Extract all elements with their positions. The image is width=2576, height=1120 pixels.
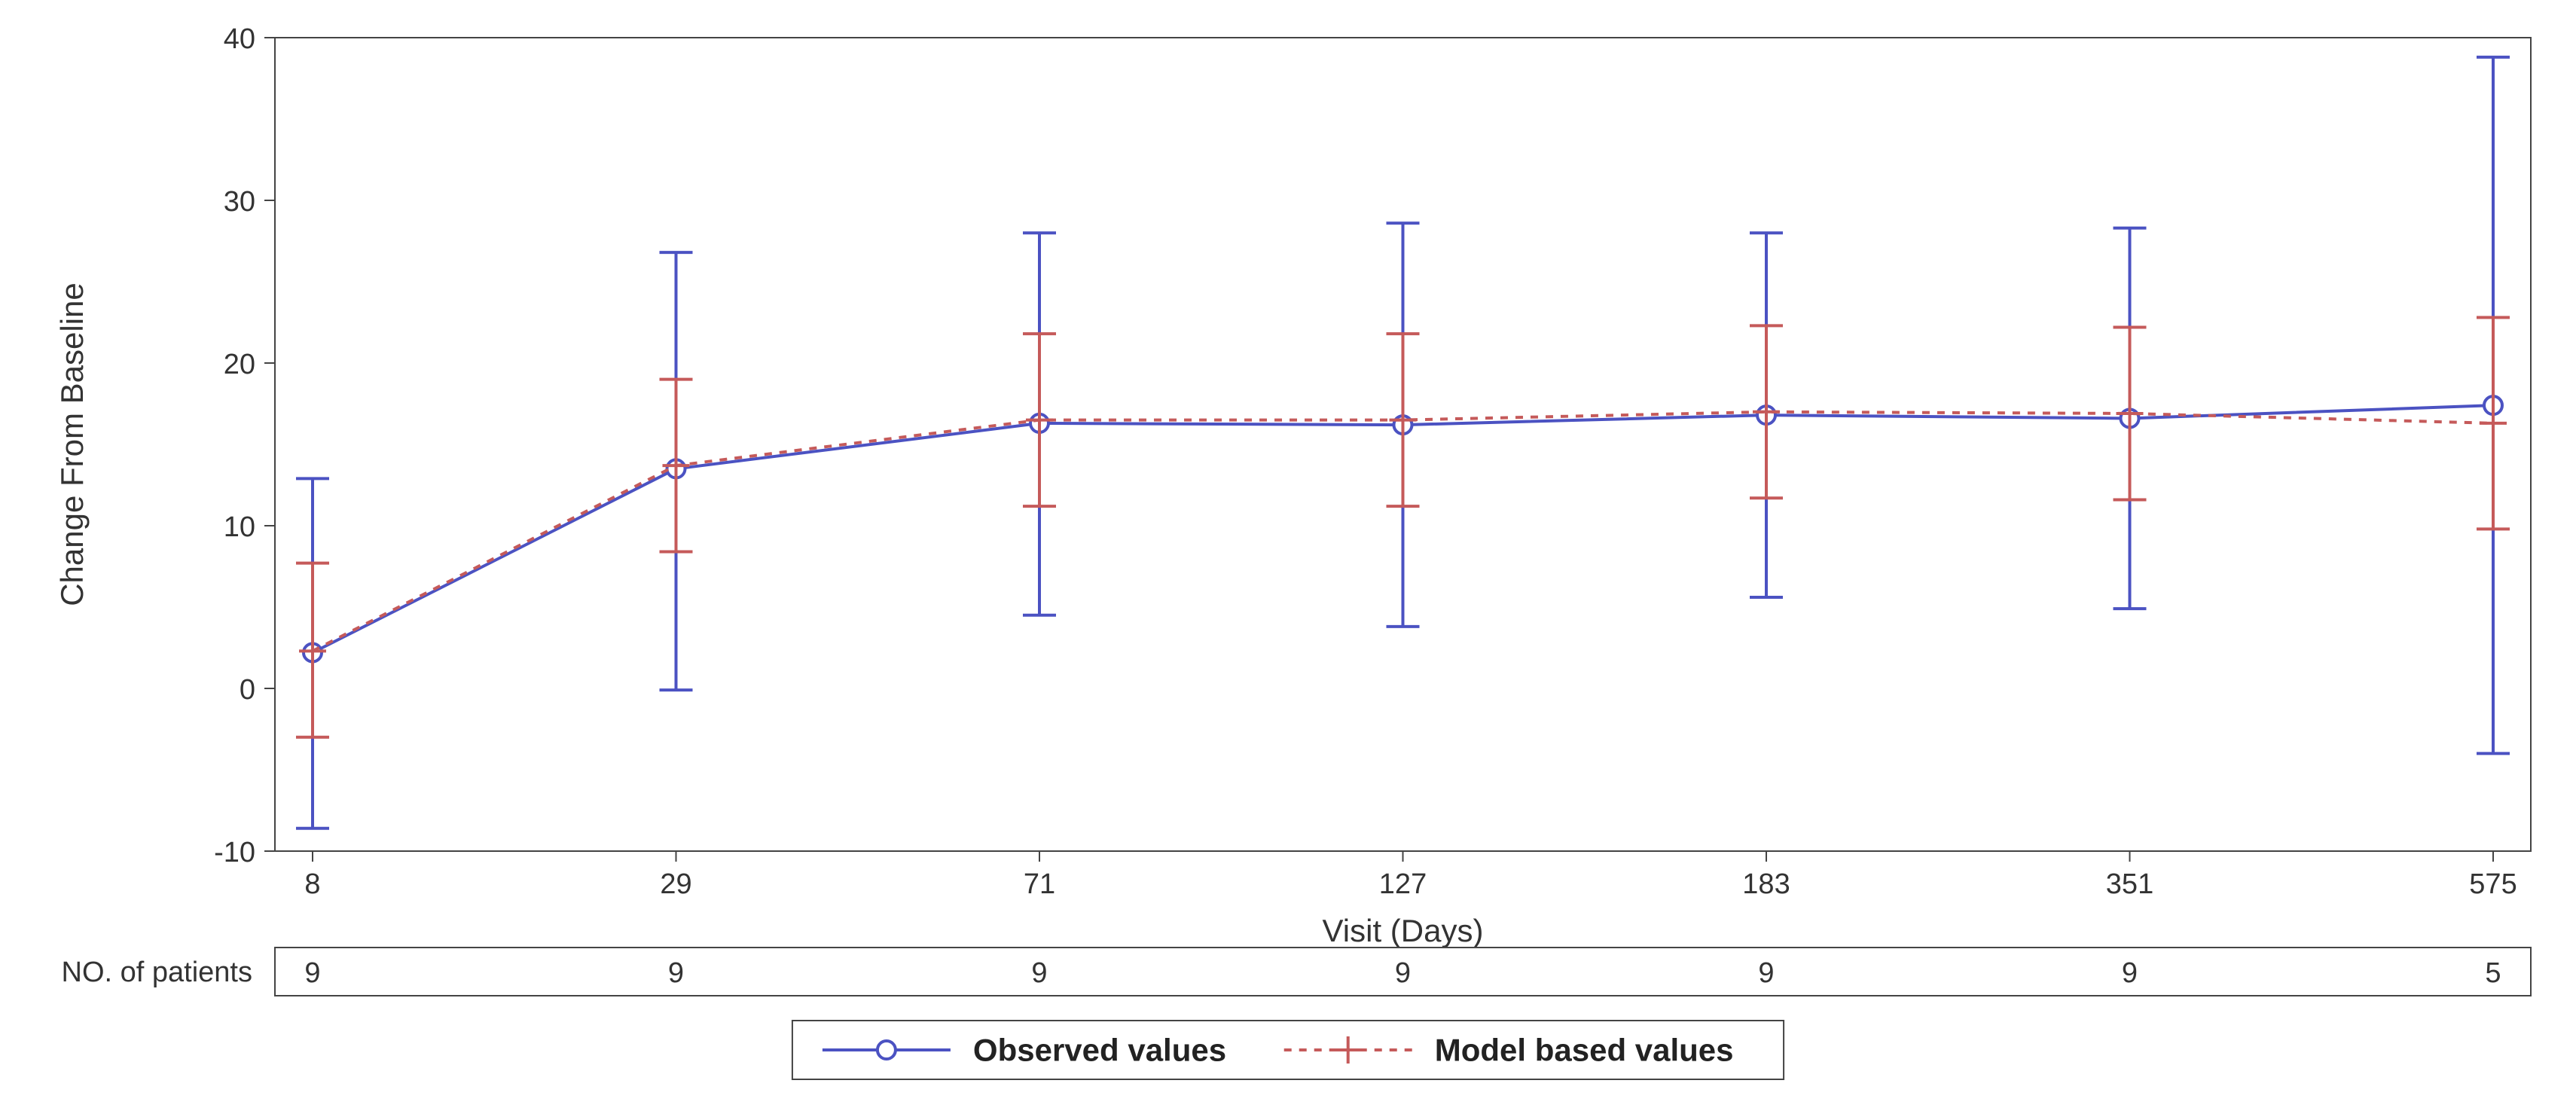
marker-circle [877,1041,896,1059]
counts-value: 9 [2122,957,2138,989]
x-tick-label: 127 [1379,868,1427,900]
legend: Observed values Model based values [792,1021,1784,1079]
y-tick-label: 30 [224,186,255,218]
x-tick-label: 29 [660,868,691,900]
counts-value: 9 [1758,957,1774,989]
x-tick-label: 351 [2106,868,2153,900]
chart-container: -10 0 10 20 30 40 Change From Baseline 8 29 71 127… [0,0,2576,1120]
counts-value: 9 [304,957,320,989]
y-tick-label: 0 [240,674,255,706]
y-tick-label: 20 [224,349,255,380]
legend-label: Model based values [1435,1033,1734,1068]
x-tick-label: 575 [2469,868,2516,900]
y-tick-label: 10 [224,511,255,543]
y-tick-label: -10 [214,837,255,868]
x-tick-label: 183 [1742,868,1790,900]
y-tick-label: 40 [224,23,255,55]
counts-row-label: NO. of patients [62,957,252,988]
x-tick-label: 8 [304,868,320,900]
chart-svg: -10 0 10 20 30 40 Change From Baseline 8 29 71 127… [0,0,2576,1120]
counts-value: 9 [668,957,684,989]
y-axis-title: Change From Baseline [54,282,90,606]
legend-label: Observed values [973,1033,1226,1068]
x-axis-title: Visit (Days) [1323,913,1484,948]
counts-value: 5 [2485,957,2501,989]
counts-value: 9 [1395,957,1411,989]
x-tick-label: 71 [1024,868,1055,900]
counts-value: 9 [1031,957,1047,989]
